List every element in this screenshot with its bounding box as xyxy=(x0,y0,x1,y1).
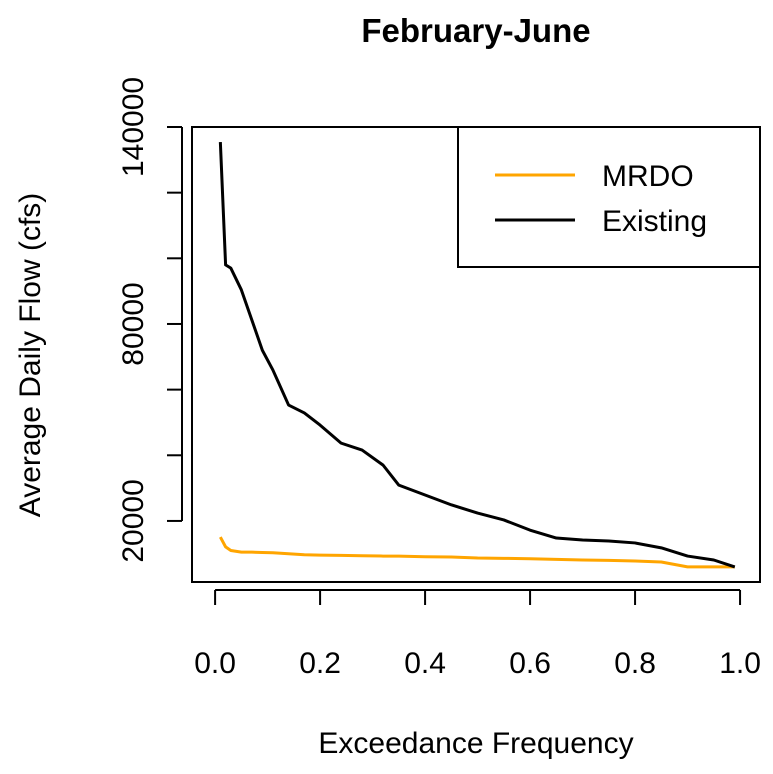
x-tick-label: 0.2 xyxy=(299,647,341,680)
x-tick-label: 0.8 xyxy=(614,647,656,680)
x-tick-label: 0.4 xyxy=(404,647,446,680)
x-tick-label: 0.6 xyxy=(509,647,551,680)
y-axis-label: Average Daily Flow (cfs) xyxy=(14,193,47,518)
chart-title: February-June xyxy=(361,12,590,49)
legend-box xyxy=(457,126,761,268)
y-tick-label: 140000 xyxy=(117,77,150,177)
x-tick-label: 1.0 xyxy=(719,647,761,680)
y-tick-label: 20000 xyxy=(117,479,150,562)
legend-label: MRDO xyxy=(602,160,694,193)
series-line xyxy=(219,536,735,569)
x-tick-label: 0.0 xyxy=(194,647,236,680)
legend-label: Existing xyxy=(602,205,707,238)
series-line xyxy=(218,142,736,569)
x-axis-label: Exceedance Frequency xyxy=(318,727,633,760)
y-tick-label: 80000 xyxy=(117,282,150,365)
